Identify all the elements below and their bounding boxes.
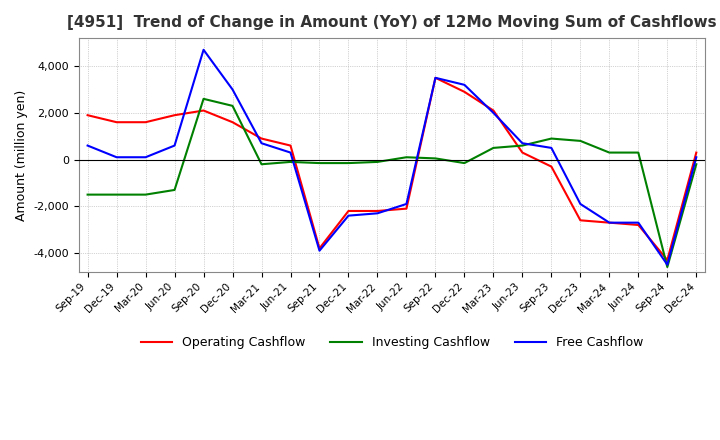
Investing Cashflow [315,161,324,166]
Investing Cashflow [402,154,411,160]
Investing Cashflow [431,156,440,161]
Operating Cashflow [141,120,150,125]
Investing Cashflow [605,150,613,155]
Free Cashflow [315,248,324,253]
Investing Cashflow [576,138,585,143]
Investing Cashflow [373,159,382,165]
Operating Cashflow [228,120,237,125]
Line: Free Cashflow: Free Cashflow [88,50,696,265]
Free Cashflow [692,154,701,160]
Operating Cashflow [84,113,92,118]
Operating Cashflow [170,113,179,118]
Operating Cashflow [663,257,672,263]
Operating Cashflow [373,208,382,213]
Investing Cashflow [112,192,121,197]
Free Cashflow [170,143,179,148]
Operating Cashflow [199,108,208,113]
Free Cashflow [518,141,527,146]
Operating Cashflow [431,75,440,81]
Investing Cashflow [547,136,556,141]
Free Cashflow [228,87,237,92]
Free Cashflow [663,262,672,268]
Free Cashflow [605,220,613,225]
Free Cashflow [634,220,643,225]
Operating Cashflow [112,120,121,125]
Operating Cashflow [576,218,585,223]
Investing Cashflow [344,161,353,166]
Free Cashflow [576,202,585,207]
Investing Cashflow [634,150,643,155]
Free Cashflow [84,143,92,148]
Investing Cashflow [518,143,527,148]
Investing Cashflow [286,159,294,165]
Investing Cashflow [170,187,179,193]
Operating Cashflow [402,206,411,211]
Investing Cashflow [199,96,208,102]
Operating Cashflow [489,108,498,113]
Operating Cashflow [547,164,556,169]
Line: Operating Cashflow: Operating Cashflow [88,78,696,260]
Free Cashflow [489,110,498,116]
Free Cashflow [344,213,353,218]
Investing Cashflow [84,192,92,197]
Investing Cashflow [692,161,701,167]
Operating Cashflow [286,143,294,148]
Operating Cashflow [605,220,613,225]
Operating Cashflow [518,150,527,155]
Operating Cashflow [344,208,353,213]
Operating Cashflow [692,150,701,155]
Free Cashflow [373,211,382,216]
Operating Cashflow [460,89,469,95]
Free Cashflow [112,154,121,160]
Free Cashflow [257,141,266,146]
Investing Cashflow [141,192,150,197]
Free Cashflow [402,202,411,207]
Investing Cashflow [489,145,498,150]
Free Cashflow [286,150,294,155]
Operating Cashflow [634,222,643,227]
Free Cashflow [141,154,150,160]
Line: Investing Cashflow: Investing Cashflow [88,99,696,267]
Free Cashflow [431,75,440,81]
Y-axis label: Amount (million yen): Amount (million yen) [15,89,28,220]
Operating Cashflow [257,136,266,141]
Investing Cashflow [460,161,469,166]
Free Cashflow [547,145,556,150]
Legend: Operating Cashflow, Investing Cashflow, Free Cashflow: Operating Cashflow, Investing Cashflow, … [135,331,648,354]
Free Cashflow [460,82,469,88]
Operating Cashflow [315,246,324,251]
Title: [4951]  Trend of Change in Amount (YoY) of 12Mo Moving Sum of Cashflows: [4951] Trend of Change in Amount (YoY) o… [67,15,717,30]
Free Cashflow [199,47,208,52]
Investing Cashflow [663,264,672,270]
Investing Cashflow [257,161,266,167]
Investing Cashflow [228,103,237,109]
